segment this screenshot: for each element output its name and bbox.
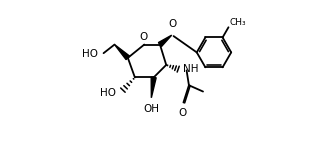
- Polygon shape: [151, 77, 156, 98]
- Text: O: O: [168, 19, 177, 29]
- Text: OH: OH: [143, 104, 159, 114]
- Polygon shape: [115, 45, 130, 60]
- Text: HO: HO: [82, 49, 98, 59]
- Text: O: O: [179, 108, 187, 118]
- Text: NH: NH: [183, 64, 199, 74]
- Polygon shape: [158, 35, 172, 46]
- Text: CH₃: CH₃: [229, 18, 246, 27]
- Text: O: O: [139, 33, 148, 43]
- Text: HO: HO: [100, 88, 116, 98]
